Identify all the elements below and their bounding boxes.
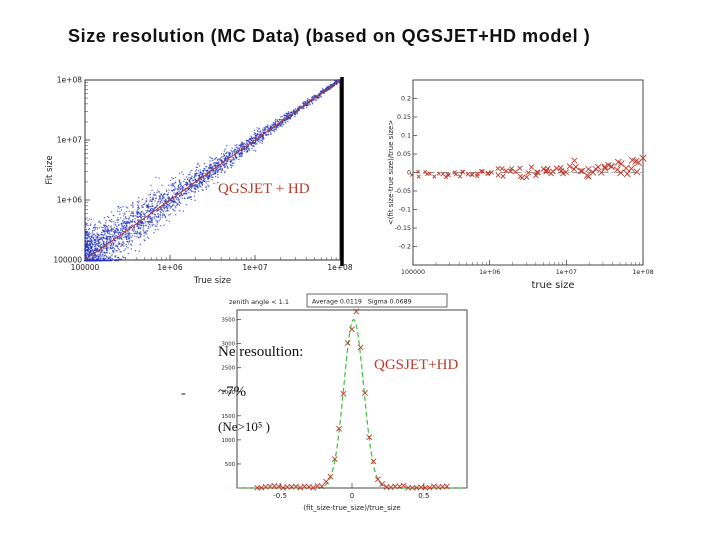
svg-text:0: 0 (350, 492, 354, 500)
svg-text:100000: 100000 (53, 256, 82, 265)
svg-text:2500: 2500 (222, 366, 236, 372)
svg-text:(fit_size-true_size)/true_size: (fit_size-true_size)/true_size (303, 504, 400, 512)
svg-text:true size: true size (531, 280, 574, 291)
svg-text:1e+06: 1e+06 (479, 269, 500, 276)
svg-text:True size: True size (193, 276, 231, 285)
svg-text:-0.15: -0.15 (395, 225, 411, 232)
svg-text:1e+08: 1e+08 (57, 76, 82, 85)
svg-text:Fit size: Fit size (45, 155, 55, 184)
slide-title: Size resolution (MC Data) (based on QGSJ… (68, 26, 591, 46)
svg-text:<(fit size-true size)/true siz: <(fit size-true size)/true size> (387, 120, 395, 225)
svg-text:1000: 1000 (222, 438, 236, 444)
svg-text:-0.2: -0.2 (399, 244, 411, 251)
resolution-histogram-chart: zenith angle < 1.1 Average 0.0119 Sigma 0… (222, 293, 468, 512)
svg-text:Average 0.0119 Sigma 0.0689: Average 0.0119 Sigma 0.0689 (312, 299, 412, 306)
svg-text:3000: 3000 (222, 342, 236, 348)
chart1-model-label: QGSJET + HD (218, 181, 310, 197)
svg-text:0.2: 0.2 (401, 96, 411, 103)
stray-dash: - (181, 386, 186, 401)
svg-text:-0.5: -0.5 (273, 492, 287, 500)
svg-text:1e+07: 1e+07 (57, 136, 82, 145)
bias-vs-true-chart: 0.2 0.15 0.1 0.05 0 -0.05 -0.1 -0.15 -0.2 100000 1… (387, 79, 654, 291)
svg-text:1500: 1500 (222, 414, 236, 420)
svg-text:-0.05: -0.05 (395, 188, 411, 195)
svg-text:100000: 100000 (71, 263, 100, 272)
svg-text:0.1: 0.1 (401, 133, 411, 140)
svg-text:500: 500 (225, 462, 236, 468)
svg-text:2000: 2000 (222, 390, 236, 396)
chart3-model-label: QGSJET+HD (374, 357, 459, 373)
svg-text:zenith angle < 1.1: zenith angle < 1.1 (229, 298, 289, 306)
svg-text:0.5: 0.5 (418, 492, 429, 500)
svg-text:1e+06: 1e+06 (57, 196, 82, 205)
svg-text:3500: 3500 (222, 318, 236, 324)
svg-text:0.05: 0.05 (397, 151, 411, 158)
fit-vs-true-chart: 100000 1e+06 1e+07 1e+08 1e+08 1e+07 1e+06 1000… (45, 76, 353, 285)
svg-text:0: 0 (407, 170, 411, 177)
ne-resolution-title: Ne resoultion: (218, 344, 304, 360)
svg-text:100000: 100000 (401, 269, 425, 276)
svg-text:1e+08: 1e+08 (632, 269, 653, 276)
svg-text:1e+08: 1e+08 (327, 263, 352, 272)
svg-text:-0.1: -0.1 (399, 207, 411, 214)
svg-text:1e+07: 1e+07 (556, 269, 577, 276)
svg-text:1e+06: 1e+06 (157, 263, 182, 272)
svg-text:0.15: 0.15 (397, 114, 411, 121)
ne-resolution-value: ~7% (218, 384, 247, 400)
svg-text:1e+07: 1e+07 (242, 263, 267, 272)
ne-threshold-note: (Ne>10⁵ ) (218, 419, 270, 434)
